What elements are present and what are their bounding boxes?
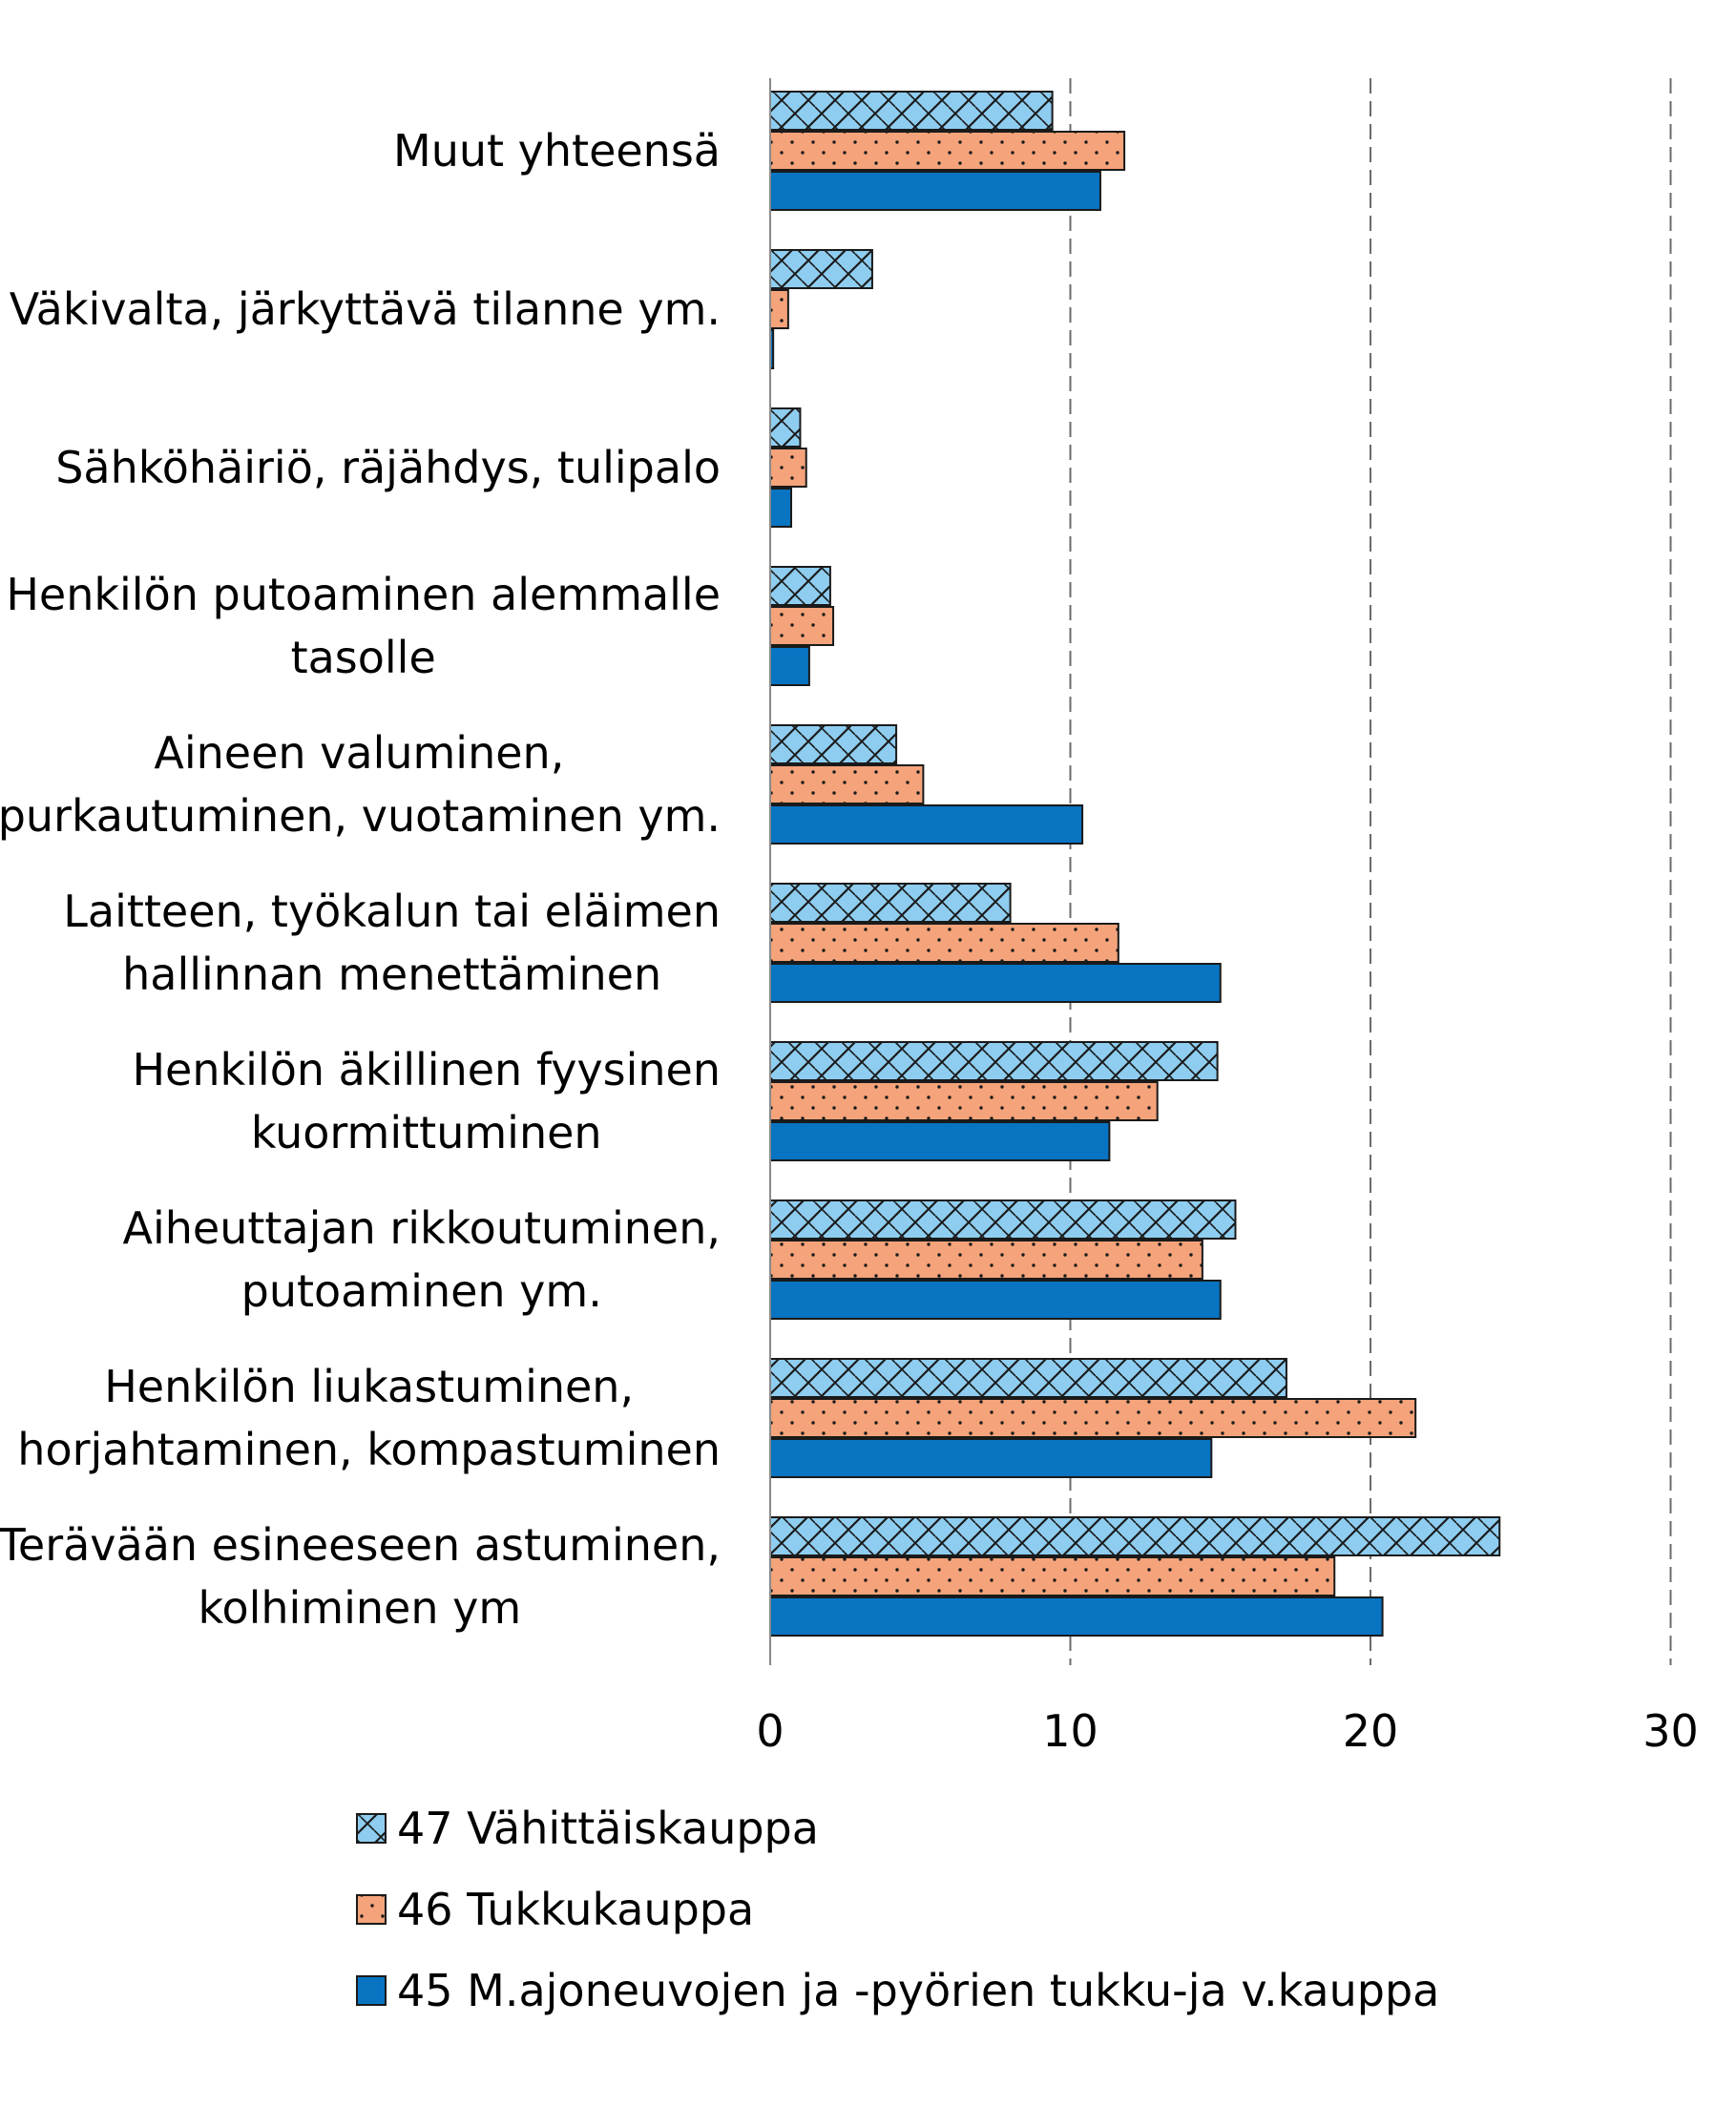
category-label-6-line-2: hallinnan menettäminen	[122, 949, 661, 1000]
bar-1-series-2	[769, 131, 1126, 171]
x-tick-0: 0	[756, 1705, 784, 1757]
bar-10-series-3	[769, 1596, 1384, 1637]
category-label-7-line-2: kuormittuminen	[251, 1107, 602, 1158]
category-label-4-line-2: tasolle	[291, 632, 436, 683]
x-tick-20: 20	[1343, 1705, 1399, 1757]
bar-10-series-1	[769, 1516, 1501, 1556]
legend-label-2: 46 Tukkukauppa	[397, 1884, 754, 1935]
bars	[769, 91, 1501, 1637]
category-label-5-line-2: purkautuminen, vuotaminen ym.	[0, 790, 721, 842]
bar-6-series-2	[769, 923, 1119, 963]
bar-4-series-3	[769, 646, 810, 686]
bar-6-series-1	[769, 883, 1012, 923]
category-label-3-line-1: Sähköhäiriö, räjähdys, tulipalo	[55, 442, 721, 493]
legend-swatch-2	[356, 1894, 387, 1925]
x-tick-10: 10	[1042, 1705, 1098, 1757]
category-label-8-line-1: Aiheuttajan rikkoutuminen,	[122, 1202, 721, 1254]
bar-9-series-3	[769, 1438, 1213, 1478]
bar-5-series-3	[769, 804, 1084, 845]
bar-2-series-2	[769, 289, 789, 329]
bar-3-series-2	[769, 448, 807, 488]
legend: 47 Vähittäiskauppa 46 Tukkukauppa 45 M.ajo…	[356, 1803, 1439, 2016]
category-label-9-line-1: Henkilön liukastuminen,	[104, 1361, 634, 1412]
bar-4-series-1	[769, 566, 831, 606]
category-label-2-line-1: Väkivalta, järkyttävä tilanne ym.	[10, 283, 721, 335]
bar-3-series-3	[769, 488, 793, 528]
bar-3-series-1	[769, 407, 802, 448]
category-label-9-line-2: horjahtaminen, kompastuminen	[17, 1424, 721, 1475]
x-tick-30: 30	[1642, 1705, 1699, 1757]
category-labels: Muut yhteensä Väkivalta, järkyttävä tilan…	[0, 125, 721, 1634]
bar-7-series-1	[769, 1041, 1219, 1081]
bar-8-series-3	[769, 1280, 1222, 1320]
category-label-4-line-1: Henkilön putoaminen alemmalle	[6, 569, 721, 620]
bar-10-series-2	[769, 1556, 1336, 1596]
bar-1-series-3	[769, 171, 1101, 211]
bar-9-series-1	[769, 1358, 1287, 1398]
x-tick-labels: 0 10 20 30	[756, 1705, 1698, 1757]
bar-2-series-1	[769, 249, 873, 289]
category-label-1-line-1: Muut yhteensä	[393, 125, 721, 177]
category-label-10-line-1: Terävään esineeseen astuminen,	[0, 1519, 721, 1571]
category-label-8-line-2: putoaminen ym.	[241, 1265, 602, 1317]
bar-5-series-1	[769, 724, 898, 764]
bar-7-series-3	[769, 1121, 1111, 1161]
bar-8-series-2	[769, 1240, 1203, 1280]
bar-7-series-2	[769, 1081, 1159, 1121]
bar-8-series-1	[769, 1200, 1237, 1240]
legend-swatch-1	[356, 1813, 387, 1844]
bar-1-series-1	[769, 91, 1054, 131]
grid-lines	[1069, 78, 1672, 1665]
bar-5-series-2	[769, 764, 925, 804]
category-label-6-line-1: Laitteen, työkalun tai eläimen	[63, 886, 721, 937]
bar-4-series-2	[769, 606, 835, 646]
legend-label-3: 45 M.ajoneuvojen ja -pyörien tukku-ja v.…	[397, 1965, 1439, 2016]
legend-label-1: 47 Vähittäiskauppa	[397, 1803, 819, 1854]
category-label-7-line-1: Henkilön äkillinen fyysinen	[132, 1044, 721, 1095]
legend-swatch-3	[356, 1975, 387, 2006]
bar-9-series-2	[769, 1398, 1417, 1438]
category-label-5-line-1: Aineen valuminen,	[154, 727, 564, 779]
bar-6-series-3	[769, 963, 1222, 1003]
category-label-10-line-2: kolhiminen ym	[198, 1582, 521, 1634]
